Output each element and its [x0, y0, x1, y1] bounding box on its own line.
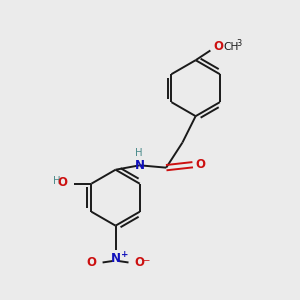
Text: O: O	[195, 158, 205, 171]
Text: N: N	[110, 252, 121, 265]
Text: O: O	[213, 40, 223, 53]
Text: H: H	[135, 148, 143, 158]
Text: O: O	[57, 176, 67, 189]
Text: O: O	[134, 256, 144, 269]
Text: N: N	[135, 159, 145, 172]
Text: O: O	[87, 256, 97, 269]
Text: H: H	[53, 176, 61, 186]
Text: −: −	[142, 256, 149, 265]
Text: CH: CH	[223, 42, 239, 52]
Text: +: +	[121, 250, 129, 259]
Text: 3: 3	[237, 39, 242, 48]
